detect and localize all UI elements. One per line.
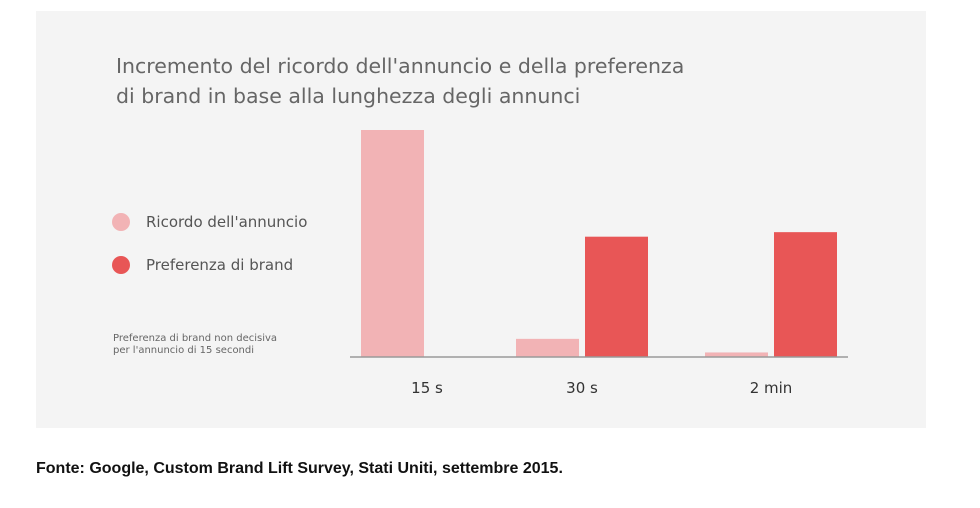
x-tick-label-15s: 15 s [411, 379, 443, 397]
legend-label-preferenza: Preferenza di brand [146, 256, 294, 274]
footnote: Preferenza di brand non decisiva per l'a… [113, 333, 303, 357]
legend: Ricordo dell'annuncio Preferenza di bran… [112, 211, 307, 297]
bar-ricordo-15s [361, 130, 424, 357]
bar-chart: 15 s 30 s 2 min [350, 130, 848, 397]
legend-swatch-preferenza [112, 256, 130, 274]
bar-ricordo-30s [516, 338, 579, 357]
legend-swatch-ricordo [112, 213, 130, 231]
x-tick-label-30s: 30 s [566, 379, 598, 397]
source-note: Fonte: Google, Custom Brand Lift Survey,… [36, 460, 563, 477]
chart-panel: Incremento del ricordo dell'annuncio e d… [36, 11, 926, 428]
chart-title: Incremento del ricordo dell'annuncio e d… [116, 51, 736, 111]
title-line-2: di brand in base alla lunghezza degli an… [116, 84, 581, 108]
title-line-1: Incremento del ricordo dell'annuncio e d… [116, 54, 685, 78]
legend-item-ricordo: Ricordo dell'annuncio [112, 211, 307, 233]
bar-ricordo-2min [705, 352, 768, 357]
bar-preferenza-2min [774, 232, 837, 357]
bar-preferenza-30s [585, 236, 648, 357]
legend-label-ricordo: Ricordo dell'annuncio [146, 213, 308, 231]
bars-group [361, 130, 837, 357]
footnote-line-1: Preferenza di brand non decisiva [113, 333, 278, 344]
footnote-line-2: per l'annuncio di 15 secondi [113, 345, 255, 356]
x-tick-labels: 15 s 30 s 2 min [411, 379, 792, 397]
x-tick-label-2min: 2 min [750, 379, 793, 397]
legend-item-preferenza: Preferenza di brand [112, 254, 307, 276]
